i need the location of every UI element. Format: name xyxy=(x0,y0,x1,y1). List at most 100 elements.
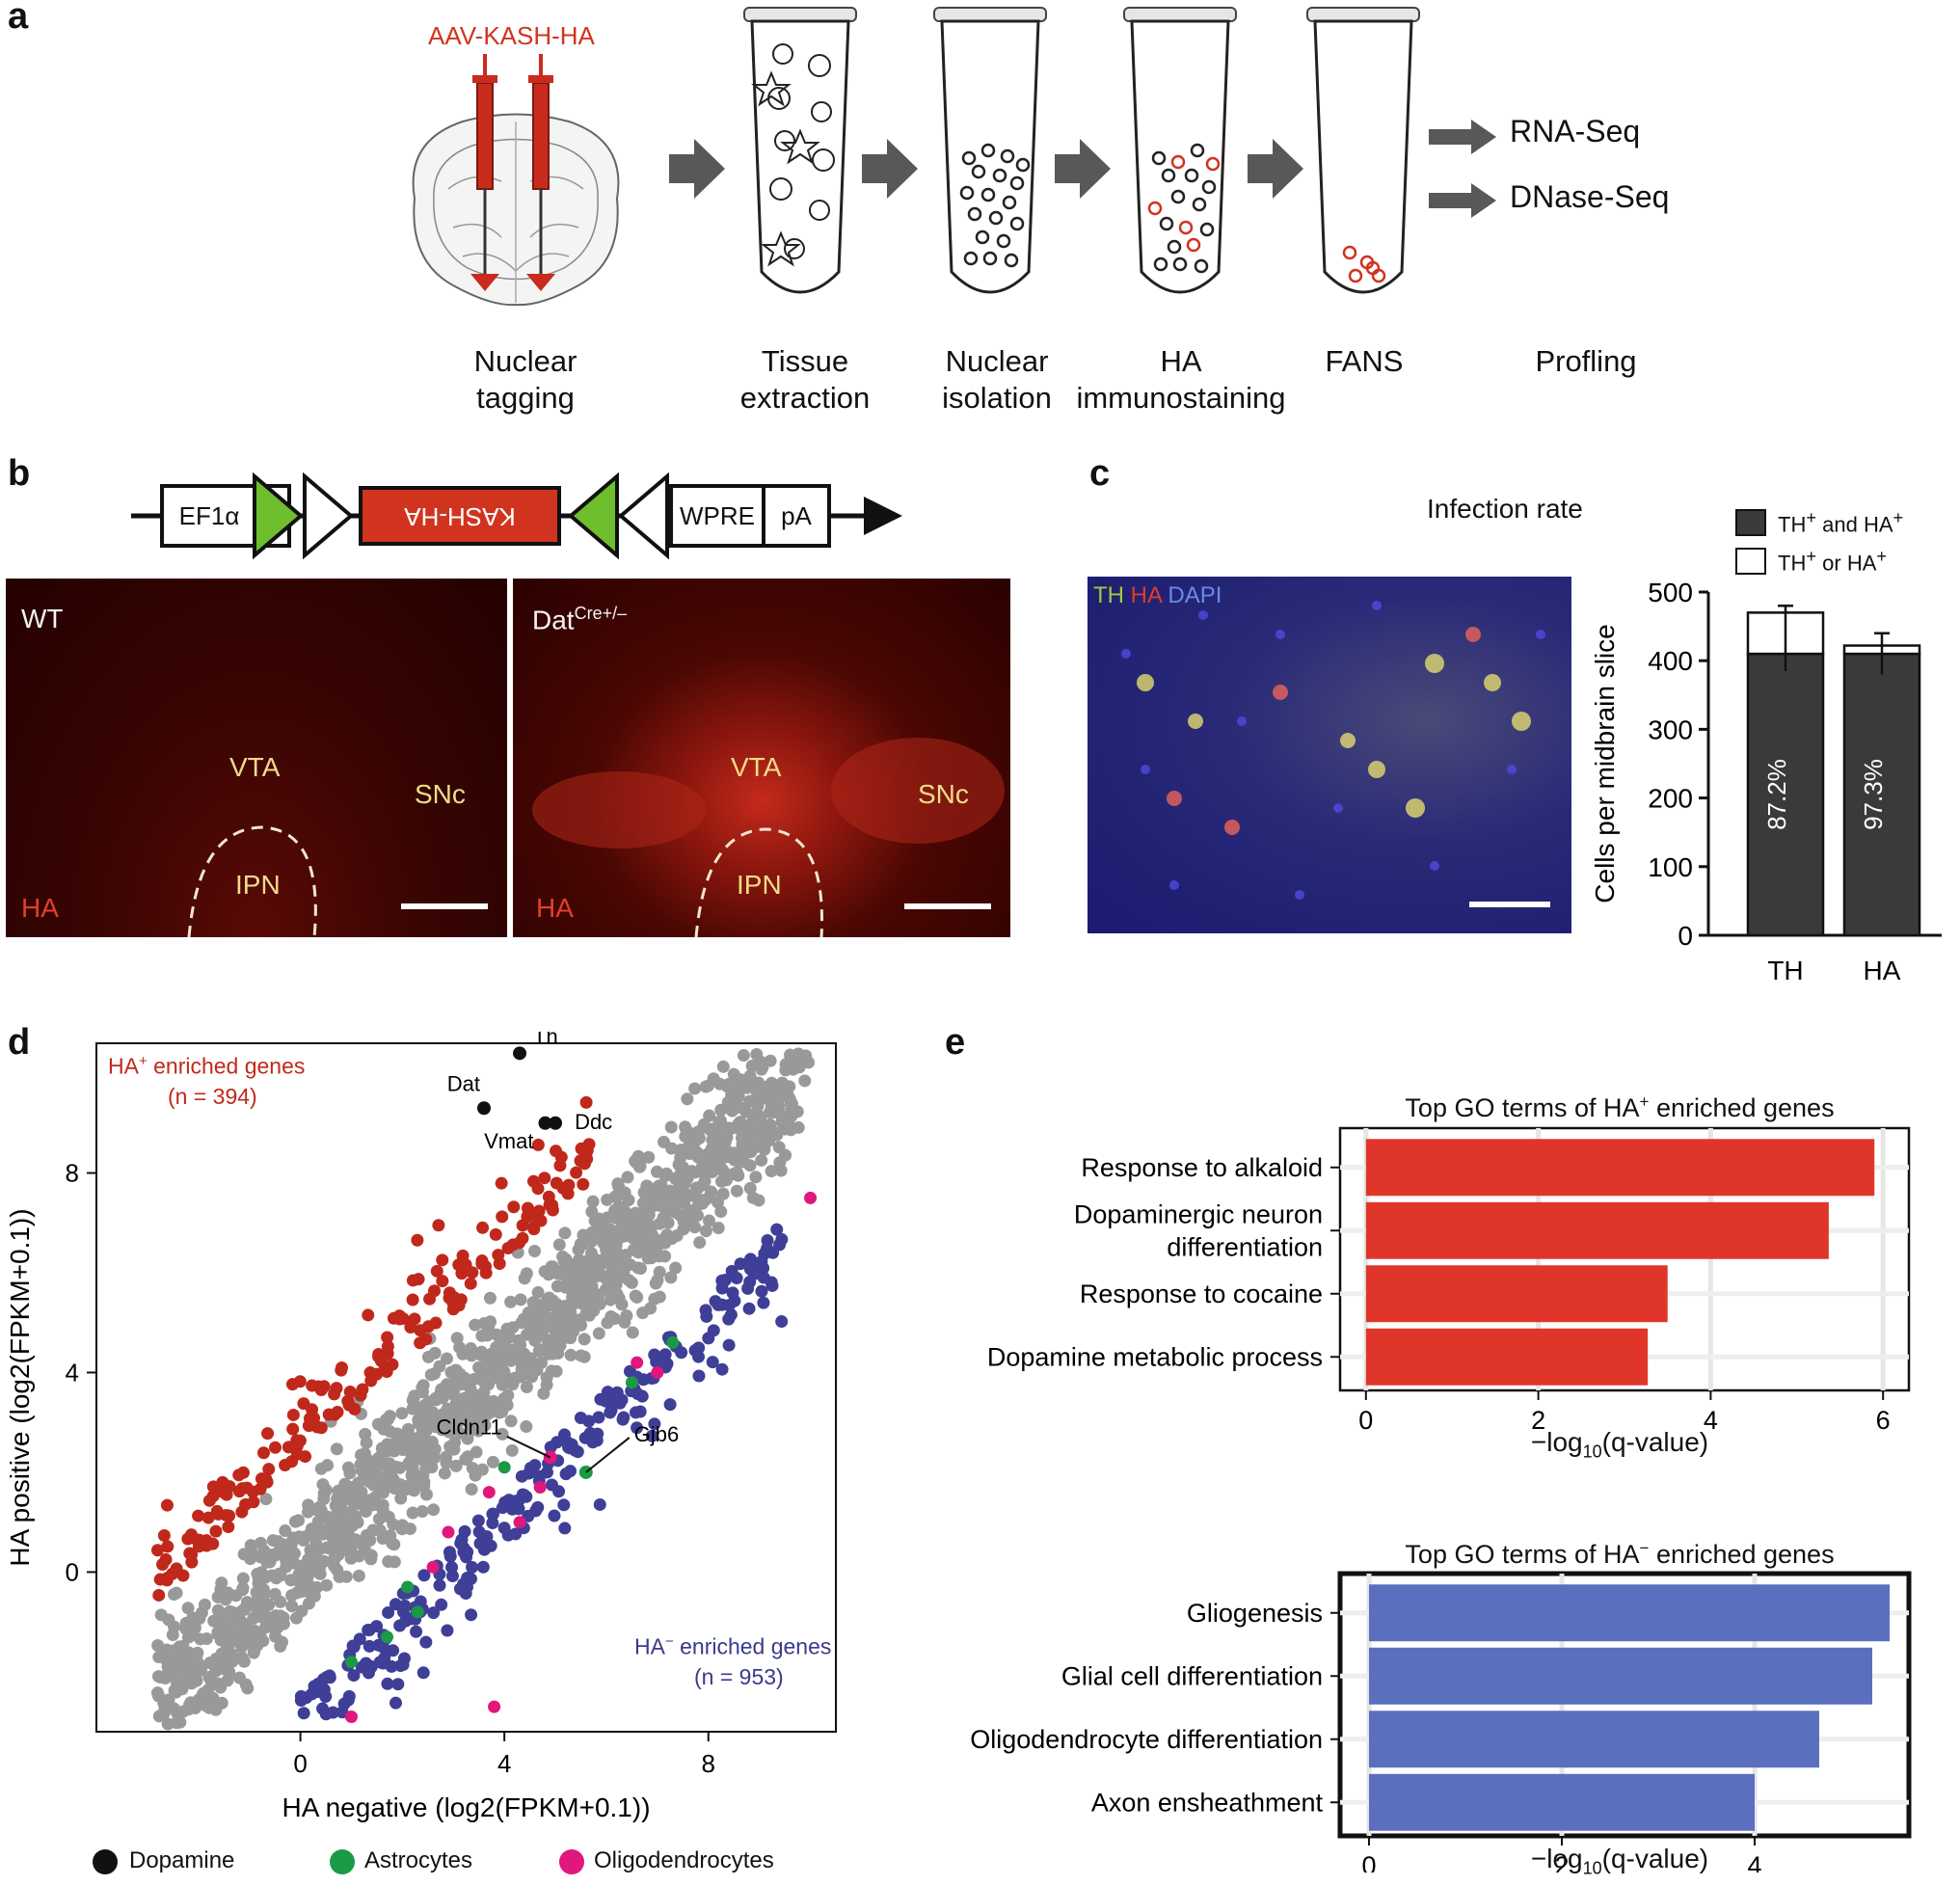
gene-point xyxy=(426,1406,440,1419)
gene-point xyxy=(419,1461,433,1474)
gene-point xyxy=(698,1174,712,1188)
gene-point xyxy=(339,1570,353,1583)
ha-pos-enriched-point xyxy=(150,1544,164,1557)
go-term-label: Response to cocaine xyxy=(1080,1280,1323,1308)
loxp-green-2 xyxy=(567,472,619,559)
gene-point xyxy=(607,1278,621,1291)
ha-neg-enriched-point xyxy=(353,1632,366,1646)
gene-point xyxy=(703,1191,716,1204)
xlabel-post: (q-value) xyxy=(1601,1844,1709,1873)
ha-pos-enriched-point xyxy=(386,1358,399,1371)
ha-neg-enriched-point xyxy=(396,1658,410,1672)
gene-point xyxy=(743,1181,757,1195)
panel-label-c: c xyxy=(1089,453,1111,494)
ha-pos-enriched-point xyxy=(279,1458,292,1471)
gene-point xyxy=(595,1257,608,1271)
xlabel-pre: −log xyxy=(1530,1844,1583,1873)
gene-point xyxy=(279,1553,292,1567)
gene-point xyxy=(655,1179,668,1193)
gene-point xyxy=(328,1527,341,1541)
gene-point xyxy=(774,1164,788,1177)
injection-site-right xyxy=(526,274,555,291)
gene-point xyxy=(564,1299,577,1312)
gene-point xyxy=(612,1291,626,1305)
ha-neg-enriched-point xyxy=(362,1639,376,1653)
go-term-label: Dopaminergic neuron xyxy=(1074,1199,1323,1228)
gene-point xyxy=(162,1693,175,1707)
gene-point xyxy=(305,1522,318,1536)
gene-point xyxy=(535,1356,549,1369)
gene-point xyxy=(766,1106,780,1119)
gene-point xyxy=(513,1354,526,1367)
highlighted-gene-point xyxy=(549,1116,563,1130)
gene-point xyxy=(152,1651,166,1664)
ha-neg-enriched-point xyxy=(501,1528,515,1542)
gene-point xyxy=(702,1214,715,1227)
gene-point xyxy=(240,1636,254,1650)
gene-point xyxy=(207,1614,221,1628)
ha-pos-enriched-point xyxy=(348,1402,362,1415)
gene-point xyxy=(604,1310,618,1324)
gene-point xyxy=(734,1122,747,1136)
gene-point xyxy=(371,1498,385,1512)
injection-site-left xyxy=(470,274,499,291)
ha-pos-enriched-point xyxy=(330,1382,343,1395)
ha-pos-enriched-point xyxy=(286,1408,300,1421)
wpre-box xyxy=(669,484,765,548)
gene-point xyxy=(355,1448,368,1462)
panel-label-d: d xyxy=(8,1022,31,1063)
gene-point xyxy=(653,1217,666,1230)
xlabel-sub: 10 xyxy=(1582,1441,1602,1462)
gene-point xyxy=(762,1133,775,1146)
ha-pos-enriched-point xyxy=(223,1509,236,1522)
ha-pos-enriched-point xyxy=(475,1257,489,1271)
gene-point xyxy=(714,1131,728,1145)
infection-bar-chart: 0 100 200 300 400 500 Cells per midbrain slice… xyxy=(1590,579,1942,985)
gene-point xyxy=(483,1291,497,1305)
ha-neg-enriched-point xyxy=(471,1514,485,1527)
ha-neg-enriched-point xyxy=(427,1606,441,1620)
gene-point xyxy=(455,1378,469,1391)
gene-point xyxy=(579,1254,593,1268)
gene-point xyxy=(775,1076,789,1090)
ha-neg-title-main: HA xyxy=(634,1633,665,1659)
wt-micrograph: WT VTA SNc IPN HA xyxy=(6,579,507,937)
gene-point xyxy=(586,1195,600,1208)
gene-point xyxy=(733,1155,746,1169)
gene-point xyxy=(233,1605,247,1619)
ha-pos-enriched-point xyxy=(381,1331,394,1344)
go-bar xyxy=(1369,1711,1819,1768)
gene-point xyxy=(388,1555,401,1569)
gene-point xyxy=(612,1199,626,1213)
gene-point xyxy=(633,1226,647,1240)
ha-neg-enriched-point xyxy=(341,1693,355,1707)
kash-ha-label: KASH-HA xyxy=(404,502,516,531)
gene-point xyxy=(688,1221,702,1234)
gene-point xyxy=(274,1639,287,1653)
gene-point xyxy=(547,1311,560,1325)
gene-point xyxy=(669,1261,683,1275)
gene-point xyxy=(765,1165,778,1178)
gene-label: Gjb6 xyxy=(634,1422,679,1446)
gene-point xyxy=(328,1559,341,1573)
ha-neg-enriched-point xyxy=(615,1393,629,1407)
stain-label: HA xyxy=(21,893,59,923)
gene-point xyxy=(209,1664,223,1678)
gene-point xyxy=(424,1368,438,1382)
gene-point xyxy=(429,1393,443,1407)
output-rna-seq: RNA-Seq xyxy=(1510,114,1641,148)
gene-point xyxy=(466,1462,479,1475)
ha-pos-enriched-point xyxy=(306,1379,319,1392)
ha-neg-enriched-point xyxy=(715,1362,729,1376)
gene-point xyxy=(740,1081,754,1094)
gene-point xyxy=(631,1246,645,1259)
go-bar xyxy=(1369,1647,1872,1705)
gene-point xyxy=(171,1682,184,1695)
ha-neg-enriched-point xyxy=(473,1537,487,1550)
ha-pos-enriched-point xyxy=(362,1308,375,1322)
gene-point xyxy=(288,1547,302,1560)
x-tick-label: 2 xyxy=(1531,1406,1545,1435)
gene-point xyxy=(167,1644,180,1657)
gene-point xyxy=(360,1436,373,1449)
gene-point xyxy=(545,1336,558,1350)
